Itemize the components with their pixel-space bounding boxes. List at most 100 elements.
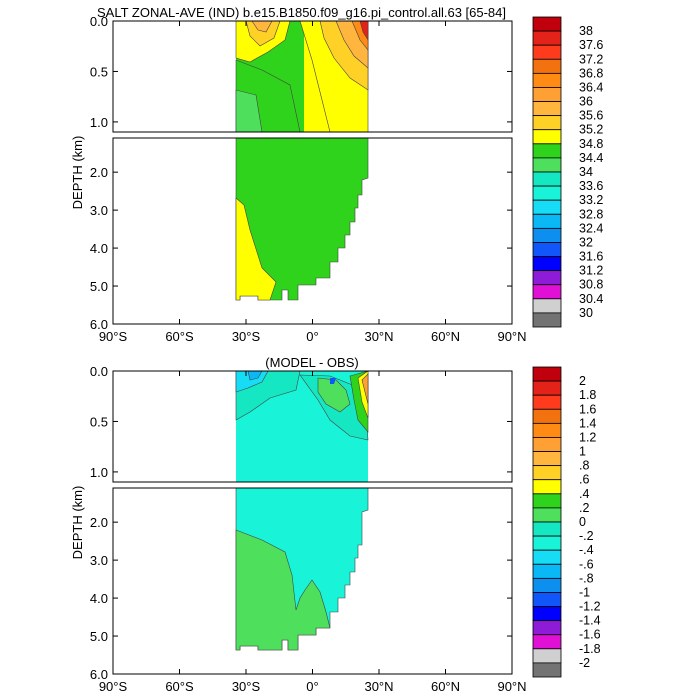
y-tick-label: 1.0 — [90, 115, 108, 130]
colorbar-label: 36.4 — [579, 80, 603, 94]
x-tick-label: 60°S — [165, 329, 194, 344]
colorbar-swatch — [532, 521, 562, 537]
colorbar-swatch — [532, 563, 562, 579]
diff-contour-fill-e — [317, 377, 351, 413]
colorbar-swatch — [532, 129, 562, 145]
colorbar-label: 35.2 — [579, 123, 603, 137]
colorbar-swatch — [532, 634, 562, 650]
colorbar-label: 31.6 — [579, 250, 603, 264]
difference-colorbar: 21.81.61.41.21.8.6.4.20-.2-.4-.6-.8-1-1.… — [532, 366, 601, 678]
y-tick-label: 4.0 — [90, 591, 108, 606]
y-axis-label: DEPTH (km) — [70, 136, 85, 210]
salt-upper-section — [112, 20, 513, 133]
colorbar-swatch — [532, 437, 562, 452]
difference-panel: (MODEL - OBS) 90°S 60°S 30°S 0° 30°N 60°N 90°N… — [70, 355, 601, 694]
colorbar-swatch — [532, 380, 562, 396]
colorbar-label: 37.6 — [579, 38, 603, 52]
colorbar-swatch — [532, 298, 562, 314]
colorbar-label: -.6 — [579, 557, 594, 571]
x-tick-label: 30°N — [364, 329, 393, 344]
colorbar-swatch — [532, 213, 562, 229]
colorbar-label: 0 — [579, 515, 586, 529]
colorbar-swatch — [532, 606, 562, 622]
difference-title: (MODEL - OBS) — [265, 355, 358, 370]
colorbar-swatch — [532, 592, 562, 607]
colorbar-label: -.4 — [579, 543, 594, 557]
colorbar-label: .6 — [579, 473, 589, 487]
colorbar-swatch — [532, 394, 562, 410]
colorbar-label: 36 — [579, 95, 593, 109]
colorbar-label: 2 — [579, 374, 586, 388]
colorbar-swatch — [532, 479, 562, 495]
colorbar-swatch — [532, 465, 562, 481]
colorbar-swatch — [532, 256, 562, 272]
colorbar-label: 38 — [579, 24, 593, 38]
colorbar-label: 34.4 — [579, 151, 603, 165]
colorbar-swatch — [532, 185, 562, 201]
colorbar-label: 30.4 — [579, 292, 603, 306]
salt-axes: 90°S 60°S 30°S 0° 30°N 60°N 90°N 0.0 0.5 1.0 2.0 3.… — [70, 14, 527, 344]
colorbar-label: -.8 — [579, 571, 594, 585]
x-tick-label: 30°N — [364, 679, 393, 694]
y-tick-label: 2.0 — [90, 165, 108, 180]
y-tick-label: 1.0 — [90, 465, 108, 480]
colorbar-label: .2 — [579, 501, 589, 515]
x-tick-label: 90°S — [99, 329, 128, 344]
colorbar-label: 30.8 — [579, 278, 603, 292]
colorbar-label: -1.8 — [579, 642, 601, 656]
colorbar-swatch — [532, 535, 562, 551]
colorbar-swatch — [532, 16, 562, 32]
colorbar-swatch — [532, 270, 562, 286]
salt-panel: SALT ZONAL-AVE (IND) b.e15.B1850.f09_g16… — [70, 5, 603, 344]
salt-title: SALT ZONAL-AVE (IND) b.e15.B1850.f09_g16… — [97, 5, 506, 20]
diff-contour-fill-i — [330, 378, 336, 384]
colorbar-swatch — [532, 199, 562, 215]
salt-colorbar: 3837.637.236.836.43635.635.234.834.43433… — [532, 16, 603, 328]
y-tick-label: 4.0 — [90, 241, 108, 256]
colorbar-swatch — [532, 72, 562, 88]
colorbar-label: 33.2 — [579, 193, 603, 207]
colorbar-swatch — [532, 620, 562, 636]
colorbar-label: 34 — [579, 165, 593, 179]
colorbar-swatch — [532, 284, 562, 300]
y-tick-label: 0.0 — [90, 364, 108, 379]
x-tick-label: 60°N — [431, 329, 460, 344]
colorbar-label: 36.8 — [579, 66, 603, 80]
colorbar-label: 30 — [579, 306, 593, 320]
colorbar-swatch — [532, 408, 562, 424]
colorbar-label: -.2 — [579, 529, 594, 543]
diff-contour-fill-h — [361, 373, 369, 405]
colorbar-label: -1 — [579, 585, 590, 599]
x-tick-label: 60°S — [165, 679, 194, 694]
x-tick-label: 0° — [306, 679, 318, 694]
colorbar-label: 1.8 — [579, 388, 596, 402]
y-tick-label: 6.0 — [90, 317, 108, 332]
colorbar-swatch — [532, 87, 562, 102]
colorbar-label: -2 — [579, 656, 590, 670]
colorbar-swatch — [532, 143, 562, 159]
colorbar-label: -1.2 — [579, 600, 601, 614]
colorbar-swatch — [532, 312, 562, 328]
colorbar-swatch — [532, 662, 562, 678]
colorbar-swatch — [532, 242, 562, 257]
colorbar-swatch — [532, 157, 562, 173]
x-tick-label: 90°N — [497, 329, 526, 344]
y-tick-label: 0.0 — [90, 14, 108, 29]
y-tick-label: 0.5 — [90, 414, 108, 429]
colorbar-swatch — [532, 227, 562, 243]
colorbar-label: -1.4 — [579, 614, 601, 628]
colorbar-swatch — [532, 366, 562, 382]
x-tick-label: 30°S — [232, 679, 261, 694]
colorbar-swatch — [532, 101, 562, 117]
colorbar-swatch — [532, 577, 562, 593]
salt-contour-deep-salty — [235, 197, 277, 301]
colorbar-swatch — [532, 44, 562, 60]
colorbar-swatch — [532, 30, 562, 46]
y-tick-label: 3.0 — [90, 553, 108, 568]
colorbar-label: 32 — [579, 235, 593, 249]
x-tick-label: 60°N — [431, 679, 460, 694]
y-tick-label: 0.5 — [90, 64, 108, 79]
colorbar-swatch — [532, 451, 562, 467]
colorbar-label: -1.6 — [579, 628, 601, 642]
